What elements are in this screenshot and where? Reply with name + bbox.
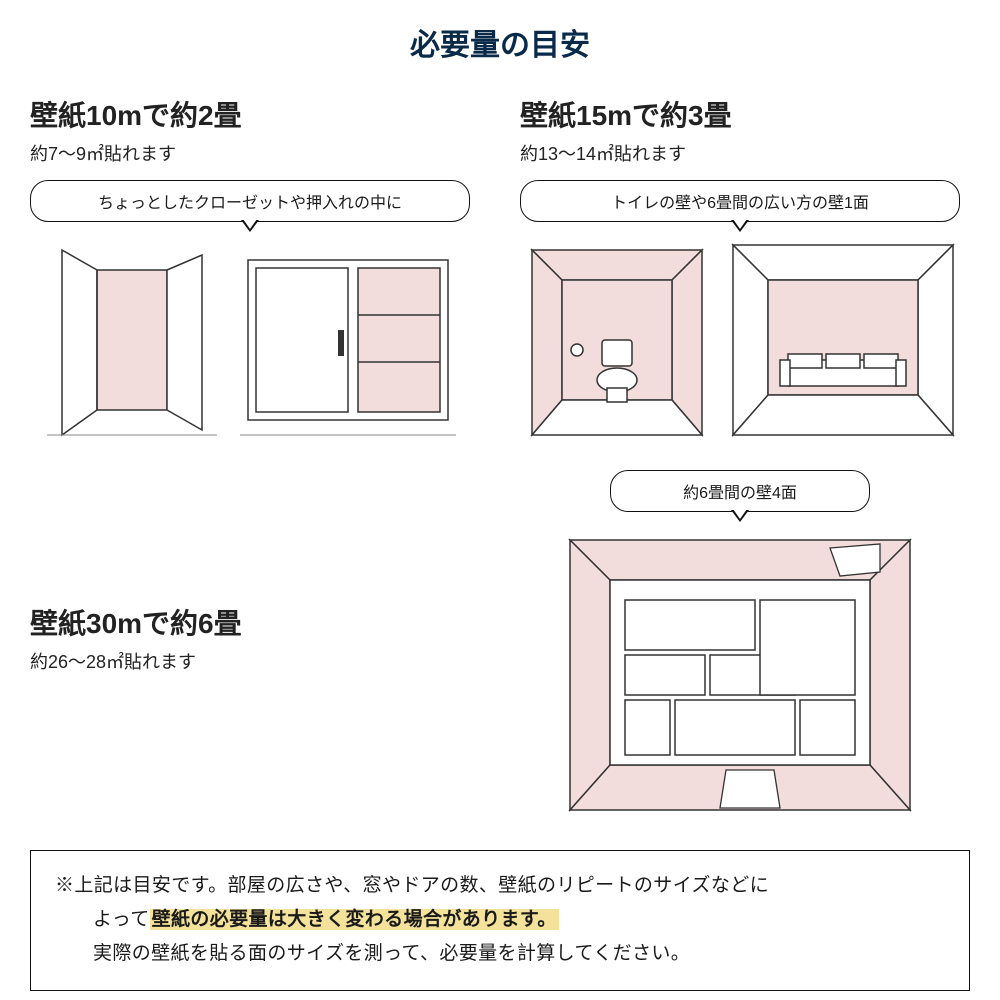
- panel-15m-sub: 約13～14㎡貼れます: [520, 140, 960, 166]
- panel-30m-heading: 壁紙30mで約6畳: [30, 602, 470, 642]
- panel-15m: 壁紙15mで約3畳 約13～14㎡貼れます トイレの壁や6畳間の広い方の壁1面: [520, 94, 960, 440]
- panel-10m-sub: 約7～9㎡貼れます: [30, 140, 470, 166]
- panel-10m: 壁紙10mで約2畳 約7～9㎡貼れます ちょっとしたクローゼットや押入れの中に: [30, 94, 470, 440]
- room-4walls-icon: [560, 530, 920, 820]
- note-line-3: 実際の壁紙を貼る面のサイズを測って、必要量を計算してください。: [55, 937, 945, 971]
- note-line-2-highlight: 壁紙の必要量は大きく変わる場合があります。: [150, 909, 559, 930]
- closet-open-icon: [42, 240, 222, 440]
- disclaimer-box: ※上記は目安です。部屋の広さや、窓やドアの数、壁紙のリピートのサイズなどに よっ…: [30, 850, 970, 991]
- toilet-room-icon: [522, 240, 712, 440]
- panel-15m-heading: 壁紙15mで約3畳: [520, 94, 960, 134]
- panel-10m-bubble: ちょっとしたクローゼットや押入れの中に: [30, 180, 470, 222]
- living-room-wall-icon: [728, 240, 958, 440]
- panel-15m-bubble: トイレの壁や6畳間の広い方の壁1面: [520, 180, 960, 222]
- panel-15m-illustrations: [520, 240, 960, 440]
- panel-10m-illustrations: [30, 240, 470, 440]
- panel-30m-illustration-cell: 約6畳間の壁4面: [520, 470, 960, 820]
- note-line-1: ※上記は目安です。部屋の広さや、窓やドアの数、壁紙のリピートのサイズなどに: [55, 869, 945, 903]
- panel-10m-heading: 壁紙10mで約2畳: [30, 94, 470, 134]
- panel-grid: 壁紙10mで約2畳 約7～9㎡貼れます ちょっとしたクローゼットや押入れの中に: [30, 94, 970, 820]
- panel-10m-bubble-text: ちょっとしたクローゼットや押入れの中に: [98, 195, 402, 212]
- panel-30m-bubble-text: 約6畳間の壁4面: [683, 485, 797, 502]
- panel-30m-sub: 約26～28㎡貼れます: [30, 648, 470, 674]
- panel-30m: 壁紙30mで約6畳 約26～28㎡貼れます: [30, 470, 470, 820]
- panel-15m-bubble-text: トイレの壁や6畳間の広い方の壁1面: [611, 195, 869, 212]
- page-title: 必要量の目安: [30, 20, 970, 64]
- note-line-2: よって壁紙の必要量は大きく変わる場合があります。: [55, 903, 945, 937]
- panel-30m-bubble: 約6畳間の壁4面: [610, 470, 870, 512]
- panel-30m-illustrations: [520, 530, 960, 820]
- note-line-2-pre: よって: [93, 909, 150, 930]
- closet-sliding-icon: [238, 240, 458, 440]
